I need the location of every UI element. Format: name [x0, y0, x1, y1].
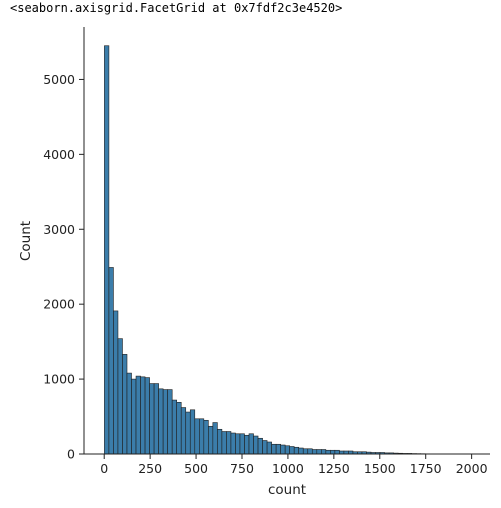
histogram-bar: [108, 267, 114, 455]
histogram-bar: [162, 389, 168, 455]
histogram-bar: [185, 411, 191, 455]
histogram-bar: [199, 418, 205, 455]
histogram-bar: [153, 383, 159, 455]
y-ticks-group: 0 1000 2000 3000 4000 5000: [43, 72, 84, 462]
histogram-bar: [144, 377, 150, 455]
y-tick-label: 2000: [43, 297, 75, 312]
histogram-bar: [135, 375, 141, 455]
y-tick-label: 0: [67, 447, 75, 462]
histogram-bar: [307, 448, 313, 455]
x-ticks-group: 0 250 500 750 1000 1250 1500 1750 2000: [100, 454, 488, 476]
histogram-bar: [126, 372, 132, 455]
histogram-bar: [257, 437, 263, 455]
histogram-bar: [271, 443, 277, 455]
histogram-bar: [266, 441, 272, 455]
histogram-bar: [149, 383, 155, 455]
histogram-bar: [203, 419, 209, 455]
histogram-bar: [117, 338, 123, 455]
histogram-bar: [330, 449, 336, 455]
histogram-bar: [122, 354, 128, 455]
x-tick-label: 1750: [410, 461, 442, 476]
histogram-bar: [158, 388, 164, 455]
histogram-bar: [289, 446, 295, 455]
histogram-bar: [248, 433, 254, 455]
x-tick-label: 500: [184, 461, 208, 476]
histogram-bar: [208, 425, 214, 455]
histogram-bar: [280, 444, 286, 455]
histogram-bar: [325, 449, 331, 455]
histogram-bar: [226, 431, 232, 455]
histogram-bar: [221, 431, 227, 455]
x-axis-title: count: [268, 482, 306, 498]
histogram-bar: [212, 422, 218, 455]
histogram-bar: [284, 445, 290, 455]
histogram-bar: [298, 447, 304, 455]
x-tick-label: 1000: [272, 461, 304, 476]
histogram-bar: [302, 448, 309, 455]
x-tick-label: 750: [230, 461, 254, 476]
histogram-bar: [131, 378, 137, 455]
histogram-bar: [171, 399, 177, 455]
histogram-bar: [253, 435, 259, 455]
histogram-bar: [316, 449, 322, 455]
bars-group: [104, 45, 462, 455]
histogram-bar: [244, 434, 250, 455]
cell-output-repr: <seaborn.axisgrid.FacetGrid at 0x7fdf2c3…: [10, 1, 343, 15]
histogram-bar: [140, 376, 146, 455]
histogram-bar: [293, 446, 300, 455]
histogram-bar: [334, 449, 340, 455]
y-tick-label: 1000: [43, 372, 75, 387]
histogram-bar: [239, 433, 245, 455]
histogram-bar: [321, 449, 327, 455]
x-tick-label: 1250: [318, 461, 350, 476]
histogram-bar: [230, 432, 236, 455]
x-tick-label: 0: [100, 461, 108, 476]
histogram-bar: [262, 440, 268, 455]
histogram-bar: [113, 310, 119, 455]
y-tick-label: 3000: [43, 222, 75, 237]
histogram-bar: [194, 418, 200, 455]
y-tick-label: 5000: [43, 72, 75, 87]
y-tick-label: 4000: [43, 147, 75, 162]
y-axis-title: Count: [18, 221, 34, 261]
histogram-bar: [104, 45, 110, 455]
x-tick-label: 250: [138, 461, 162, 476]
histogram-bar: [180, 407, 187, 455]
histogram-bar: [167, 389, 173, 455]
x-tick-label: 1500: [364, 461, 396, 476]
histogram-bar: [275, 443, 281, 455]
histogram-bar: [311, 449, 318, 455]
histogram-bar: [235, 433, 241, 455]
histogram-bar: [189, 409, 196, 455]
x-tick-label: 2000: [456, 461, 488, 476]
histogram-bar: [176, 402, 182, 455]
histogram-bar: [217, 428, 223, 455]
